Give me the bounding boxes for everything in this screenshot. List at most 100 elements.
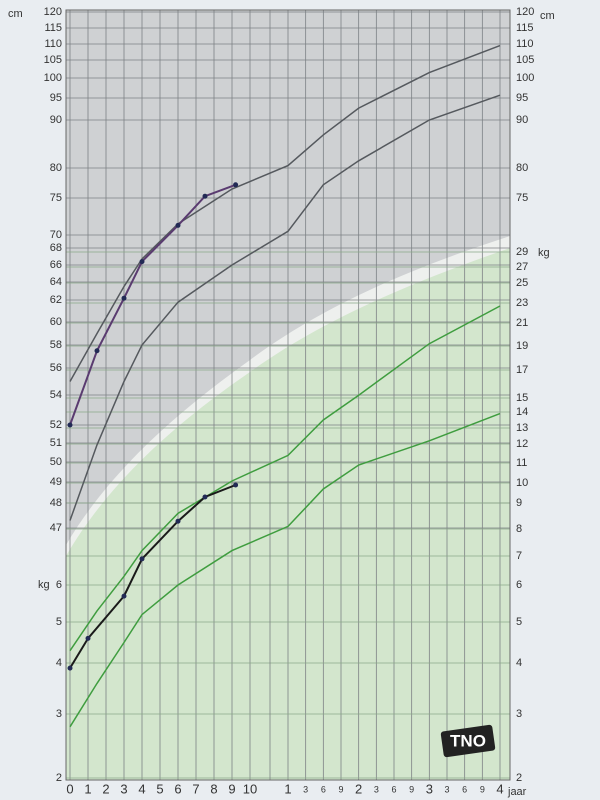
x-tick-label: 10 [243,781,257,796]
y-tick-label: 90 [50,114,62,126]
x-tick-label: 5 [156,781,163,796]
y2-tick-label: 13 [516,422,528,434]
y2-tick-label: 3 [516,708,522,720]
y2-unit: kg [38,579,50,591]
y-tick-label: 51 [50,437,62,449]
y-tick-label: 54 [50,389,62,401]
y-tick-label: 70 [50,229,62,241]
measurement-point [202,494,208,500]
y2-tick-label: 5 [516,616,522,628]
y-tick-label: 49 [50,476,62,488]
y-right-tick-label: 100 [516,72,534,84]
reference-curve [69,412,501,728]
y-tick-label: 120 [44,6,62,18]
y-tick-label: 100 [44,72,62,84]
y-right-tick-label: 110 [516,38,534,50]
x-tick-label: 6 [174,781,181,796]
x-tick-label: 3 [303,784,308,794]
y-tick-label: 50 [50,456,62,468]
plot-border [65,9,511,781]
y2-tick-label: 7 [516,550,522,562]
y-right-tick-label: 105 [516,54,534,66]
y-tick-label: 66 [50,259,62,271]
y-right-tick-label: 115 [516,22,534,34]
x-tick-label: 3 [444,784,449,794]
measurement-point [67,422,73,428]
y2-tick-label: 21 [516,317,528,329]
logo-badge [440,724,496,758]
y-tick-label: 48 [50,497,62,509]
x-tick-label: 3 [120,781,127,796]
measurement-point [202,193,208,199]
y2-left-tick-label: 4 [56,657,62,669]
reference-curve [69,305,501,652]
y2-tick-label: 12 [516,438,528,450]
x-tick-label: 4 [138,781,145,796]
x-tick-label: 0 [66,781,73,796]
measurement-point [85,635,91,641]
y2-tick-label: 4 [516,657,522,669]
reference-curve [69,44,501,382]
measurement-point [139,259,145,265]
x-tick-label: 8 [210,781,217,796]
y-tick-label: 105 [44,54,62,66]
measurement-point [233,482,239,488]
measurement-point [121,593,127,599]
y2-tick-label: 9 [516,497,522,509]
y2-tick-label: 11 [516,457,527,469]
y2-tick-label: 17 [516,364,528,376]
x-tick-label: 6 [321,784,326,794]
y2-tick-label: 19 [516,340,528,352]
logo: TNO [440,724,496,758]
y2-tick-label: 2 [516,772,522,784]
y-tick-label: 95 [50,92,62,104]
x-tick-label: 1 [84,781,91,796]
y-tick-label: 80 [50,162,62,174]
measurement-point [67,665,73,671]
y2-left-tick-label: 5 [56,616,62,628]
y-right-tick-label: 80 [516,162,528,174]
y2-tick-label: 25 [516,277,528,289]
y-tick-label: 62 [50,294,62,306]
y-unit: cm [540,10,555,22]
y-right-tick-label: 120 [516,6,534,18]
y2-left-tick-label: 6 [56,579,62,591]
x-tick-label: 2 [355,781,362,796]
y-tick-label: 47 [50,522,62,534]
y2-unit: kg [538,247,550,259]
x-tick-label: 7 [192,781,199,796]
measurement-point [175,518,181,524]
y2-left-tick-label: 3 [56,708,62,720]
y-right-tick-label: 75 [516,192,528,204]
y-unit: cm [8,8,23,20]
x-tick-label: 3 [374,784,379,794]
measurement-point [139,556,145,562]
x-tick-label: 3 [426,781,433,796]
x-tick-label: 6 [462,784,467,794]
y2-tick-label: 14 [516,406,528,418]
measurement-point [175,222,181,228]
y2-tick-label: 29 [516,246,528,258]
y2-tick-label: 15 [516,392,528,404]
y2-tick-label: 10 [516,477,528,489]
y-tick-label: 52 [50,419,62,431]
x-tick-label: 9 [480,784,485,794]
y-right-tick-label: 90 [516,114,528,126]
y-tick-label: 115 [44,22,62,34]
measurement-point [121,295,127,301]
x-tick-label: 9 [338,784,343,794]
y2-tick-label: 27 [516,261,528,273]
y2-tick-label: 23 [516,297,528,309]
x-tick-label: 9 [228,781,235,796]
x-tick-label: 9 [409,784,414,794]
x-tick-label: 6 [391,784,396,794]
y-right-tick-label: 95 [516,92,528,104]
reference-curve [69,94,501,521]
x-axis-label: jaar [507,786,527,798]
y-tick-label: 110 [44,38,62,50]
y-tick-label: 68 [50,242,62,254]
y2-tick-label: 6 [516,579,522,591]
x-tick-label: 1 [284,781,291,796]
